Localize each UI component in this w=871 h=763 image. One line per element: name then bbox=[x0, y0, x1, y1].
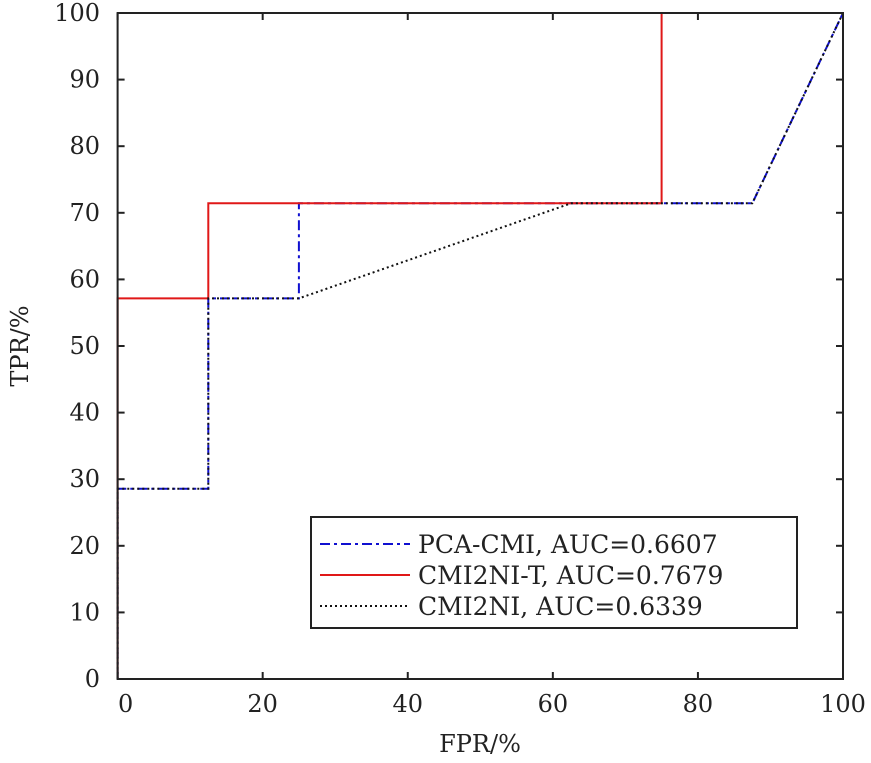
y-tick-label: 10 bbox=[69, 598, 100, 626]
x-tick-label: 100 bbox=[820, 690, 866, 718]
x-tick-label: 20 bbox=[247, 690, 278, 718]
y-tick-label: 20 bbox=[69, 532, 100, 560]
y-axis-label: TPR/% bbox=[6, 305, 34, 386]
y-tick-label: 100 bbox=[54, 0, 100, 27]
legend-label-1: CMI2NI-T, AUC=0.7679 bbox=[418, 561, 723, 590]
y-tick-label: 80 bbox=[69, 132, 100, 160]
legend-label-2: CMI2NI, AUC=0.6339 bbox=[418, 592, 703, 621]
x-tick-label: 0 bbox=[118, 690, 133, 718]
y-tick-label: 0 bbox=[85, 665, 100, 693]
x-tick-label: 60 bbox=[538, 690, 569, 718]
x-axis-label: FPR/% bbox=[439, 730, 521, 758]
x-tick-label: 40 bbox=[392, 690, 423, 718]
y-tick-label: 30 bbox=[69, 465, 100, 493]
series-line-2 bbox=[116, 12, 844, 679]
legend-label-0: PCA-CMI, AUC=0.6607 bbox=[418, 530, 718, 559]
y-tick-label: 70 bbox=[69, 199, 100, 227]
legend-box bbox=[310, 516, 798, 629]
y-tick-label: 40 bbox=[69, 399, 100, 427]
y-tick-label: 60 bbox=[69, 265, 100, 293]
y-tick-label: 90 bbox=[69, 66, 100, 94]
y-tick-label: 50 bbox=[69, 332, 100, 360]
x-tick-label: 80 bbox=[683, 690, 714, 718]
